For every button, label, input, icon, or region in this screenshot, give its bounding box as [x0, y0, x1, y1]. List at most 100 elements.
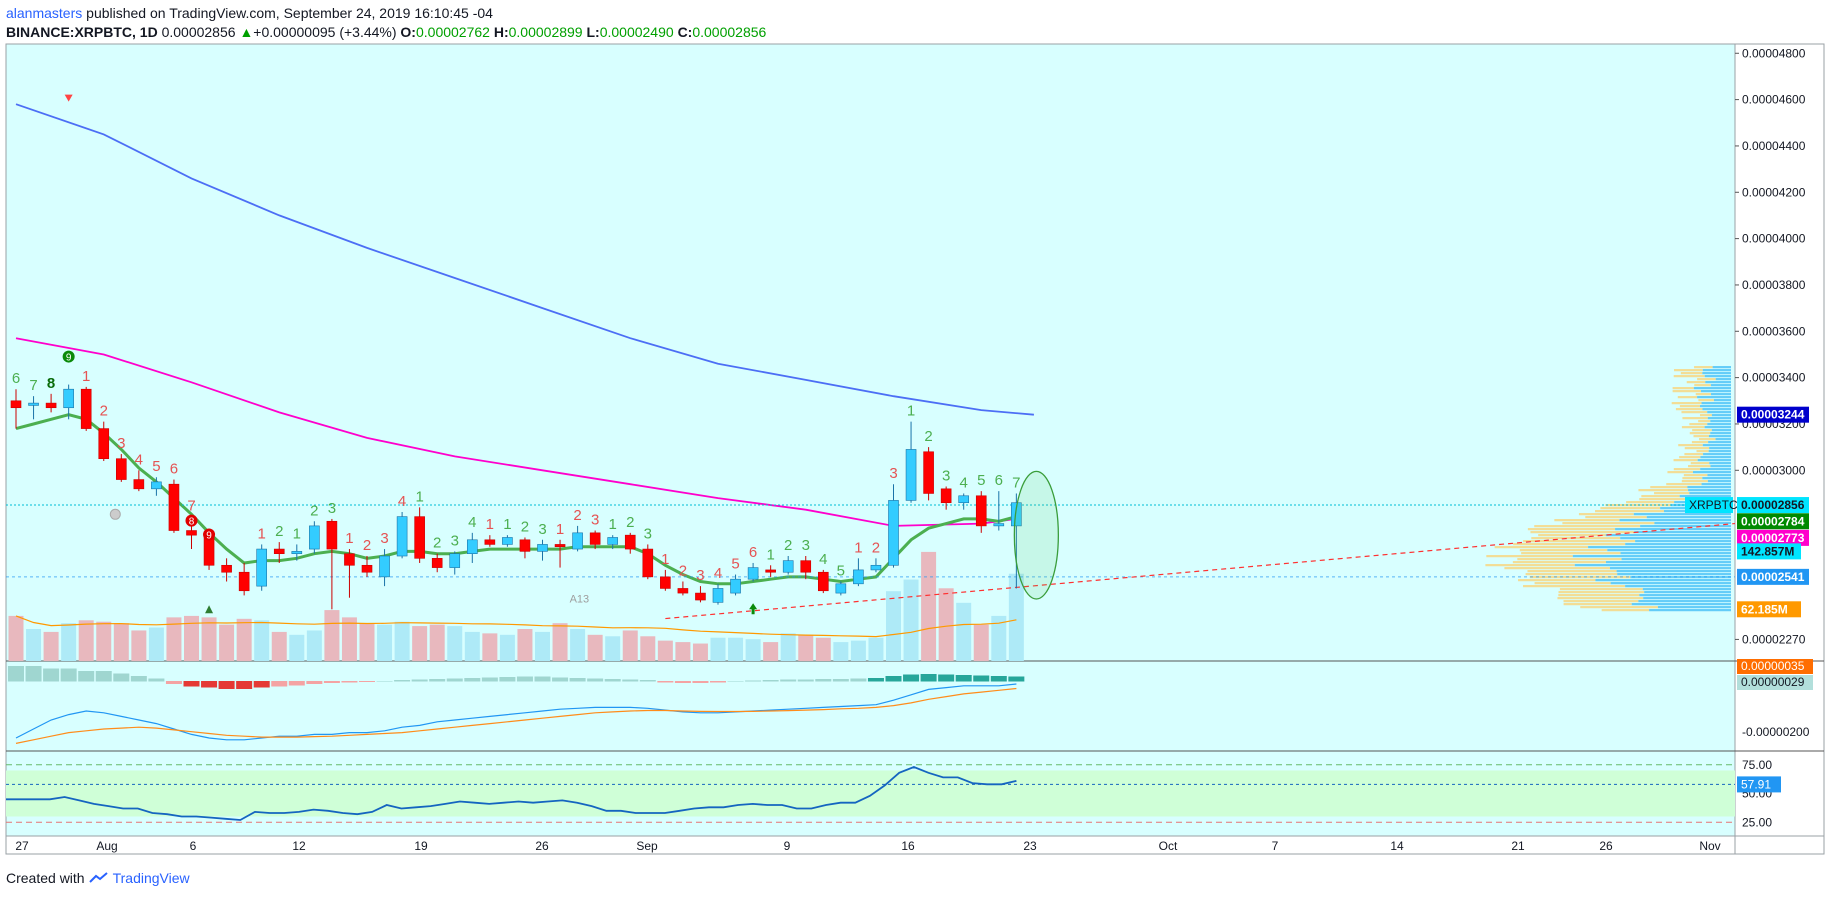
volume-profile-bar	[1708, 441, 1731, 443]
candle-body	[590, 533, 600, 545]
macd-histogram-bar	[113, 674, 129, 682]
candle-body	[976, 496, 986, 526]
macd-histogram-bar	[587, 679, 603, 682]
volume-profile-bar	[1700, 468, 1731, 470]
volume-bar	[342, 617, 357, 661]
macd-histogram-bar	[868, 678, 884, 682]
volume-profile-bar	[1698, 420, 1710, 422]
candle-body	[959, 496, 969, 503]
rsi-tick-label: 25.00	[1742, 815, 1772, 829]
td-count-label: 2	[433, 535, 441, 552]
td-count-label: 1	[82, 368, 90, 385]
td-count-label: 3	[591, 512, 599, 529]
time-axis-label: Nov	[1699, 839, 1720, 853]
volume-bar	[623, 630, 638, 661]
volume-bar	[465, 632, 480, 661]
macd-badge-label: 0.00000035	[1741, 659, 1805, 673]
volume-profile-bar	[1626, 501, 1674, 503]
td-count-label: 3	[889, 465, 897, 482]
volume-profile-bar	[1625, 585, 1731, 587]
macd-histogram-bar	[254, 681, 270, 688]
tradingview-logo-icon	[89, 872, 109, 884]
volume-bar	[693, 644, 708, 661]
volume-bar	[61, 623, 76, 661]
candle-body	[538, 544, 548, 551]
price-tick-label: 0.00004800	[1742, 46, 1806, 60]
candle-body	[64, 389, 74, 408]
price-tick-label: 0.00003400	[1742, 371, 1806, 385]
volume-profile-bar	[1639, 594, 1731, 596]
candle-body	[783, 561, 793, 573]
volume-profile-bar	[1600, 507, 1660, 509]
volume-profile-bar	[1705, 375, 1731, 377]
candle-body	[274, 549, 284, 554]
candle-body	[643, 549, 653, 577]
volume-profile-bar	[1644, 591, 1731, 593]
volume-profile-bar	[1696, 393, 1711, 395]
macd-histogram-bar	[886, 676, 902, 682]
volume-profile-bar	[1689, 423, 1707, 425]
volume-profile-bar	[1557, 597, 1643, 599]
volume-bar	[430, 625, 445, 661]
volume-profile-bar	[1705, 426, 1731, 428]
macd-histogram-bar	[78, 671, 94, 682]
volume-profile-bar	[1647, 516, 1731, 518]
macd-histogram-bar	[710, 681, 726, 683]
volume-profile-bar	[1709, 435, 1731, 437]
volume-profile-bar	[1712, 429, 1731, 431]
macd-histogram-bar	[26, 666, 42, 682]
td-count-label: 2	[872, 539, 880, 556]
macd-histogram-bar	[605, 679, 621, 682]
price-tick-label: 0.00004200	[1742, 185, 1806, 199]
footer: Created with TradingView	[6, 870, 190, 886]
time-axis-label: 21	[1511, 839, 1525, 853]
macd-histogram-bar	[341, 681, 357, 683]
candle-body	[713, 588, 723, 602]
td-count-label: 2	[310, 502, 318, 519]
macd-tick-label: -0.00000200	[1742, 725, 1810, 739]
price-badge-label: 0.00002773	[1741, 531, 1805, 545]
pause-marker-icon	[110, 509, 120, 519]
volume-profile-bar	[1694, 366, 1713, 368]
volume-profile-bar	[1711, 393, 1731, 395]
volume-profile-bar	[1694, 384, 1711, 386]
td-count-label: 4	[398, 493, 406, 510]
volume-profile-bar	[1702, 402, 1731, 404]
volume-profile-bar	[1674, 375, 1705, 377]
td-count-label: 1	[854, 539, 862, 556]
volume-profile-bar	[1697, 378, 1716, 380]
volume-profile-bar	[1666, 483, 1701, 485]
price-badge-label: 0.00002541	[1741, 570, 1805, 584]
candle-body	[292, 551, 302, 553]
candle-body	[766, 570, 776, 572]
volume-bar	[44, 632, 59, 661]
volume-profile-bar	[1707, 474, 1731, 476]
volume-profile-bar	[1697, 396, 1731, 398]
td-count-label: 2	[924, 428, 932, 445]
volume-profile-bar	[1573, 555, 1731, 557]
candle-body	[924, 452, 934, 494]
macd-histogram-bar	[131, 676, 147, 682]
volume-profile-bar	[1622, 558, 1731, 560]
macd-histogram-bar	[815, 679, 831, 682]
macd-histogram-bar	[956, 675, 972, 682]
macd-histogram-bar	[96, 671, 112, 682]
volume-profile-bar	[1703, 444, 1731, 446]
volume-profile-bar	[1554, 519, 1619, 521]
volume-profile-bar	[1700, 456, 1731, 458]
volume-profile-bar	[1625, 543, 1731, 545]
volume-bar	[535, 632, 550, 661]
macd-histogram-bar	[359, 681, 375, 682]
td-count-label: 5	[977, 472, 985, 489]
macd-histogram-bar	[798, 680, 814, 682]
td-count-label: 3	[802, 537, 810, 554]
macd-histogram-bar	[570, 678, 586, 682]
macd-histogram-bar	[903, 675, 919, 682]
macd-histogram-bar	[394, 680, 410, 682]
volume-bar	[781, 633, 796, 661]
tradingview-link[interactable]: TradingView	[113, 870, 190, 886]
volume-profile-bar	[1702, 372, 1731, 374]
macd-histogram-bar	[763, 680, 779, 682]
macd-histogram-bar	[657, 681, 673, 683]
